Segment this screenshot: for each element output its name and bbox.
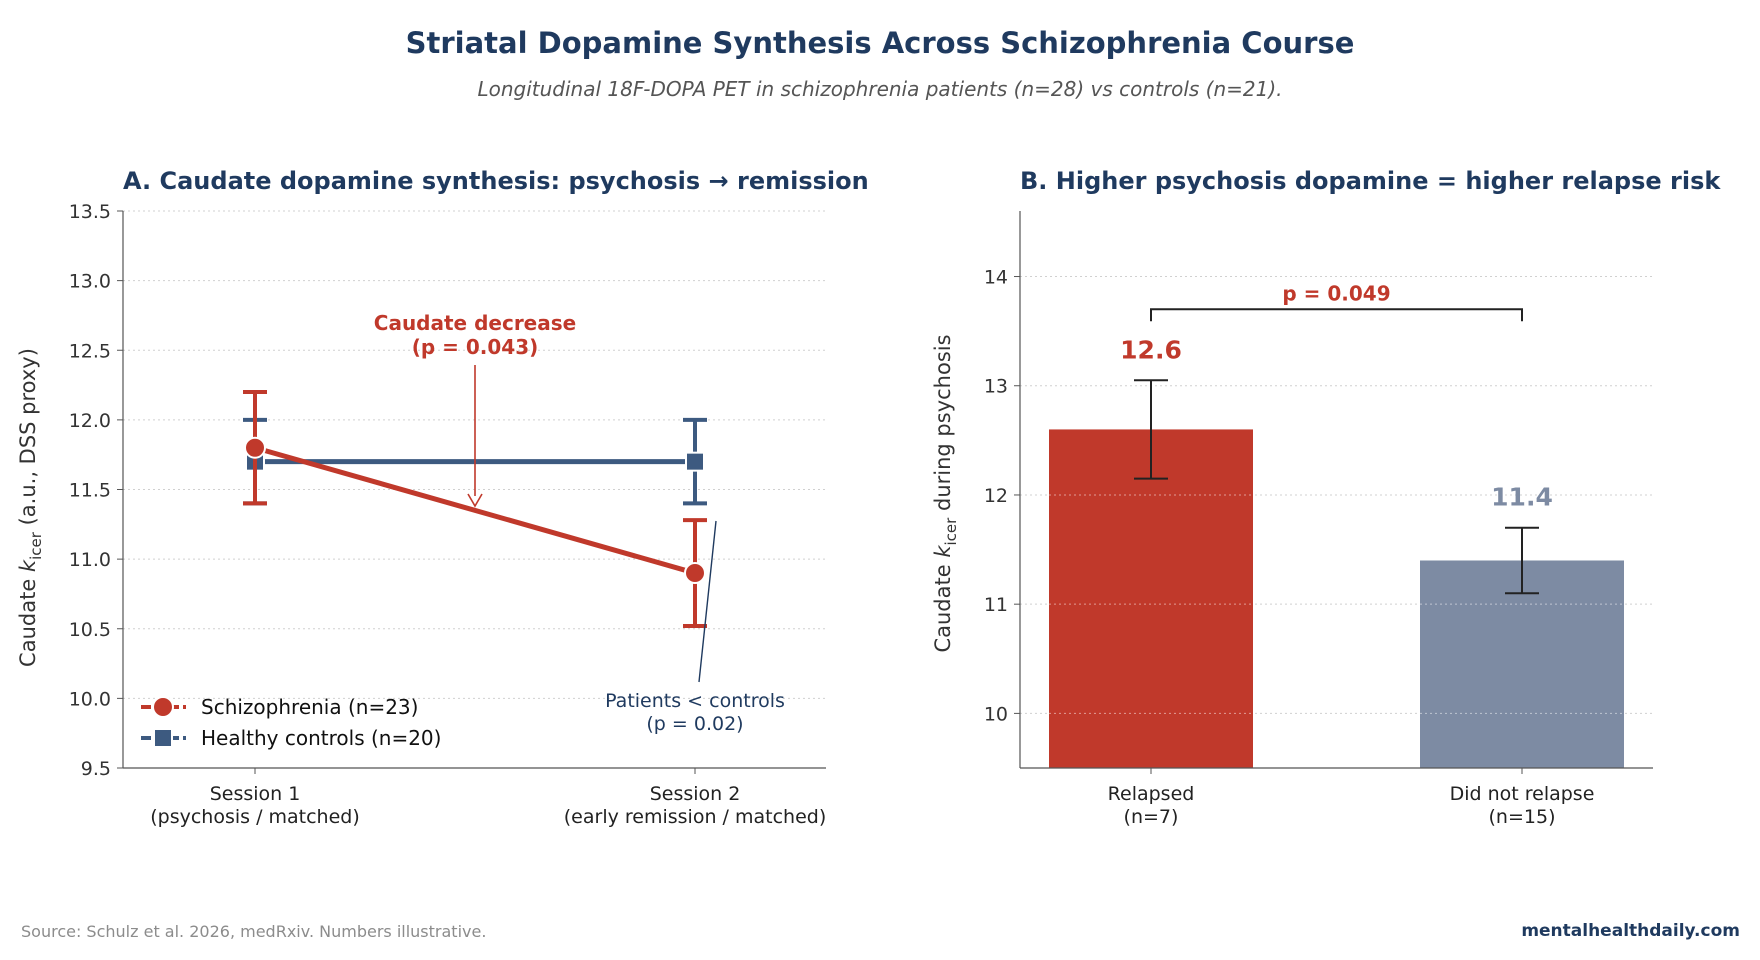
panel-b-xtick-label: (n=7) [1124,806,1179,828]
panel-a-ytick-label: 13.0 [69,271,111,293]
panel-b-ylabel: Caudate kicer during psychosis [931,334,960,652]
panel-a-point [685,451,705,472]
annotation-pointer-line [698,520,717,683]
legend-swatch-marker [152,696,174,718]
panel-b-ytick-label: 13 [984,376,1008,398]
panel-a-ytick-label: 10.0 [69,688,111,710]
panel-a-ytick-label: 12.0 [69,410,111,432]
annotation-comparison: Patients < controls [605,690,785,712]
panel-b-xtick-label: Relapsed [1108,783,1195,805]
panel-a-xtick-label: Session 2 [650,783,741,805]
panel-b-ytick-label: 10 [984,703,1008,725]
annotation-comparison-p: (p = 0.02) [646,713,743,735]
panel-a-xtick-label: (psychosis / matched) [150,806,360,828]
panel-b-bar [1420,560,1624,768]
legend-label: Healthy controls (n=20) [201,726,441,750]
legend-label: Schizophrenia (n=23) [201,695,418,719]
panel-b-ytick-label: 12 [984,485,1008,507]
panel-a-ytick-label: 9.5 [81,758,111,780]
panel-a-title: A. Caudate dopamine synthesis: psychosis… [123,167,869,195]
significance-bracket [1150,308,1523,322]
panel-b-value-label: 12.6 [1120,335,1182,364]
annotation-decrease: Caudate decrease [374,311,576,335]
page-title: Striatal Dopamine Synthesis Across Schiz… [405,26,1355,60]
panel-b-ytick-label: 14 [984,267,1008,289]
panel-a-series-line [254,445,696,576]
significance-label: p = 0.049 [1282,281,1390,305]
panel-a-ytick-label: 13.5 [69,201,111,223]
annotation-arrow-head [467,493,483,508]
panel-a-ylabel: Caudate kicer (a.u., DSS proxy) [16,348,45,667]
page-subtitle: Longitudinal 18F-DOPA PET in schizophren… [477,77,1283,101]
source-note: Source: Schulz et al. 2026, medRxiv. Num… [21,922,487,941]
panel-a-ytick-label: 11.5 [69,480,111,502]
panel-a-ytick-label: 11.0 [69,549,111,571]
legend-swatch-marker [153,728,173,748]
panel-b-value-label: 11.4 [1491,483,1553,512]
panel-b-bar [1049,429,1253,768]
panel-a-ytick-label: 10.5 [69,619,111,641]
panel-a-point [244,436,266,459]
panel-a-xtick-label: Session 1 [210,783,301,805]
annotation-decrease-p: (p = 0.043) [412,335,539,359]
panel-b-xtick-label: Did not relapse [1450,783,1595,805]
panel-a-ytick-label: 12.5 [69,340,111,362]
panel-b-ytick-label: 11 [984,594,1008,616]
panel-a-point [684,562,706,585]
brand-label: mentalhealthdaily.com [1521,921,1740,941]
panel-b-title: B. Higher psychosis dopamine = higher re… [1020,167,1721,195]
panel-b-xtick-label: (n=15) [1489,806,1556,828]
panel-a-xtick-label: (early remission / matched) [564,806,826,828]
